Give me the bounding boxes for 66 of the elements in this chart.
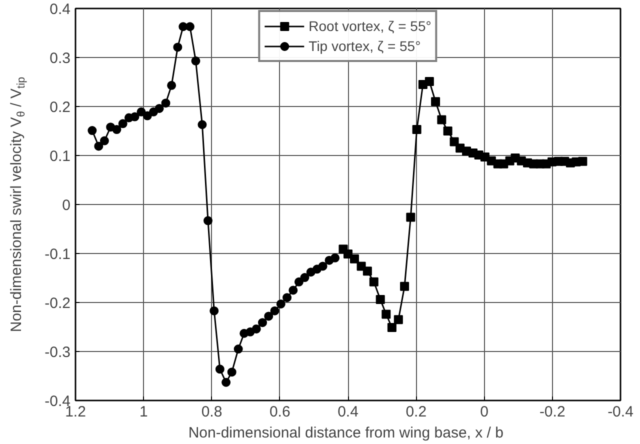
y-tick-label: -0.3 [44, 344, 71, 361]
point [330, 253, 340, 262]
point [437, 115, 446, 124]
point [362, 266, 372, 276]
y-tick-label: 0.3 [50, 50, 71, 67]
x-axis-title: Non-dimensional distance from wing base, x / b [188, 424, 504, 442]
point [142, 111, 152, 120]
point [234, 344, 243, 354]
point [130, 112, 140, 122]
y-tick-label: -0.1 [44, 246, 71, 263]
y-axis-title: Non-dimensional swirl velocity Vθ / Vtip [8, 76, 28, 332]
point [94, 142, 104, 151]
point [369, 277, 378, 286]
x-tick-label: 0.4 [338, 404, 358, 420]
x-tick-label: 1 [139, 404, 148, 420]
point [112, 125, 122, 134]
point [288, 286, 298, 295]
point [258, 318, 268, 328]
point [215, 364, 224, 374]
point [198, 120, 207, 130]
point [173, 42, 182, 52]
x-tick-label: 0.2 [406, 404, 427, 420]
point [161, 98, 170, 108]
y-tick-label: 0.2 [50, 99, 71, 116]
point [222, 378, 231, 387]
point [191, 56, 200, 66]
point [210, 306, 219, 316]
x-tick-label: 0 [480, 404, 488, 420]
point [227, 368, 236, 377]
point [431, 97, 440, 106]
point [100, 136, 109, 146]
point [294, 277, 304, 286]
point [136, 107, 146, 116]
point [167, 80, 176, 90]
point [376, 295, 385, 304]
point [412, 125, 422, 134]
point [264, 312, 274, 321]
legend-label: Tip vortex, ζ = 55° [308, 38, 421, 54]
x-tick-label: 0.8 [201, 404, 222, 420]
point [118, 119, 128, 128]
point [350, 254, 359, 264]
x-tick-label: -0.4 [608, 404, 634, 420]
point [394, 315, 403, 324]
point [318, 262, 328, 271]
point [252, 324, 261, 334]
point [578, 156, 588, 166]
point [424, 77, 434, 86]
point [154, 104, 164, 113]
point [443, 126, 452, 136]
point [300, 273, 310, 282]
x-tick-label: 0.6 [269, 404, 290, 420]
y-tick-label: -0.2 [44, 295, 71, 312]
point [387, 322, 396, 332]
point [382, 310, 391, 319]
y-tick-label: 0.1 [50, 148, 71, 165]
y-tick-label: 0 [62, 197, 70, 214]
point [400, 282, 410, 291]
point [276, 299, 286, 308]
legend-label: Root vortex, ζ = 55° [308, 18, 432, 34]
y-tick-label: 0.4 [50, 1, 71, 18]
point [270, 306, 280, 316]
x-tick-label: -0.2 [539, 404, 566, 420]
point [282, 293, 292, 302]
point [204, 216, 213, 226]
point [88, 126, 97, 135]
point [406, 212, 416, 222]
